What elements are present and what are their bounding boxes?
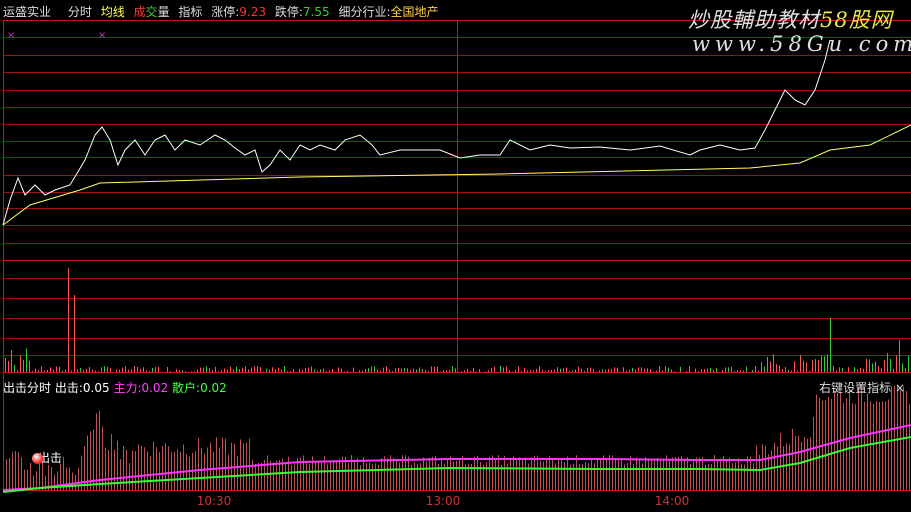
sanhu-line [2,436,911,493]
chart-header: 运盛实业 分时 均线 成交量 指标 涨停:9.23 跌停:7.55 细分行业:全… [3,3,444,20]
tab-fenshi[interactable]: 分时 [67,5,92,19]
indicator-settings[interactable]: 右键设置指标 × [819,379,905,396]
watermark-text: 炒股輔助教材 [688,8,820,32]
limit-up-label: 涨停: [211,5,240,19]
settings-label[interactable]: 右键设置指标 [819,381,892,395]
sanhu-label: 散户: [172,381,201,395]
tab-indicator[interactable]: 指标 [178,5,203,19]
time-tick: 10:30 [196,494,232,508]
volume-label-1: 成 [133,5,146,19]
close-icon[interactable]: × [894,381,905,395]
signal-label: 出击 [38,451,63,465]
indicator-legend: 出击分时 出击:0.05 主力:0.02 散户:0.02 [3,379,227,396]
chuji-value: 0.05 [82,381,110,395]
zhuli-line [2,424,911,491]
tab-volume[interactable]: 成交量 [134,5,170,19]
tab-avg-line[interactable]: 均线 [100,5,125,19]
price-line [2,39,831,226]
limit-down-value: 7.55 [302,5,330,19]
watermark-url: www.58Gu.com [692,32,911,56]
time-tick: 14:00 [654,494,690,508]
zhuli-label: 主力: [113,381,142,395]
watermark-logo: 炒股輔助教材58股网 [688,4,893,34]
sanhu-value: 0.02 [200,381,227,395]
limit-up-value: 9.23 [239,5,267,19]
avg-price-line [2,124,911,226]
cross-mark-icon: × [98,30,107,41]
cross-mark-icon: × [7,30,16,41]
industry-value[interactable]: 全国地产 [390,5,439,19]
industry-label: 细分行业: [338,5,391,19]
volume-label-3: 量 [157,5,170,19]
watermark-brand: 58股网 [820,8,893,32]
zhuli-value: 0.02 [141,381,169,395]
indicator-name[interactable]: 出击分时 [3,381,52,395]
chuji-label: 出击: [54,381,83,395]
limit-down-label: 跌停: [274,5,303,19]
time-tick: 13:00 [425,494,461,508]
signal-ball-icon [32,453,43,464]
volume-label-2: 交 [145,5,158,19]
stock-name: 运盛实业 [3,5,52,19]
